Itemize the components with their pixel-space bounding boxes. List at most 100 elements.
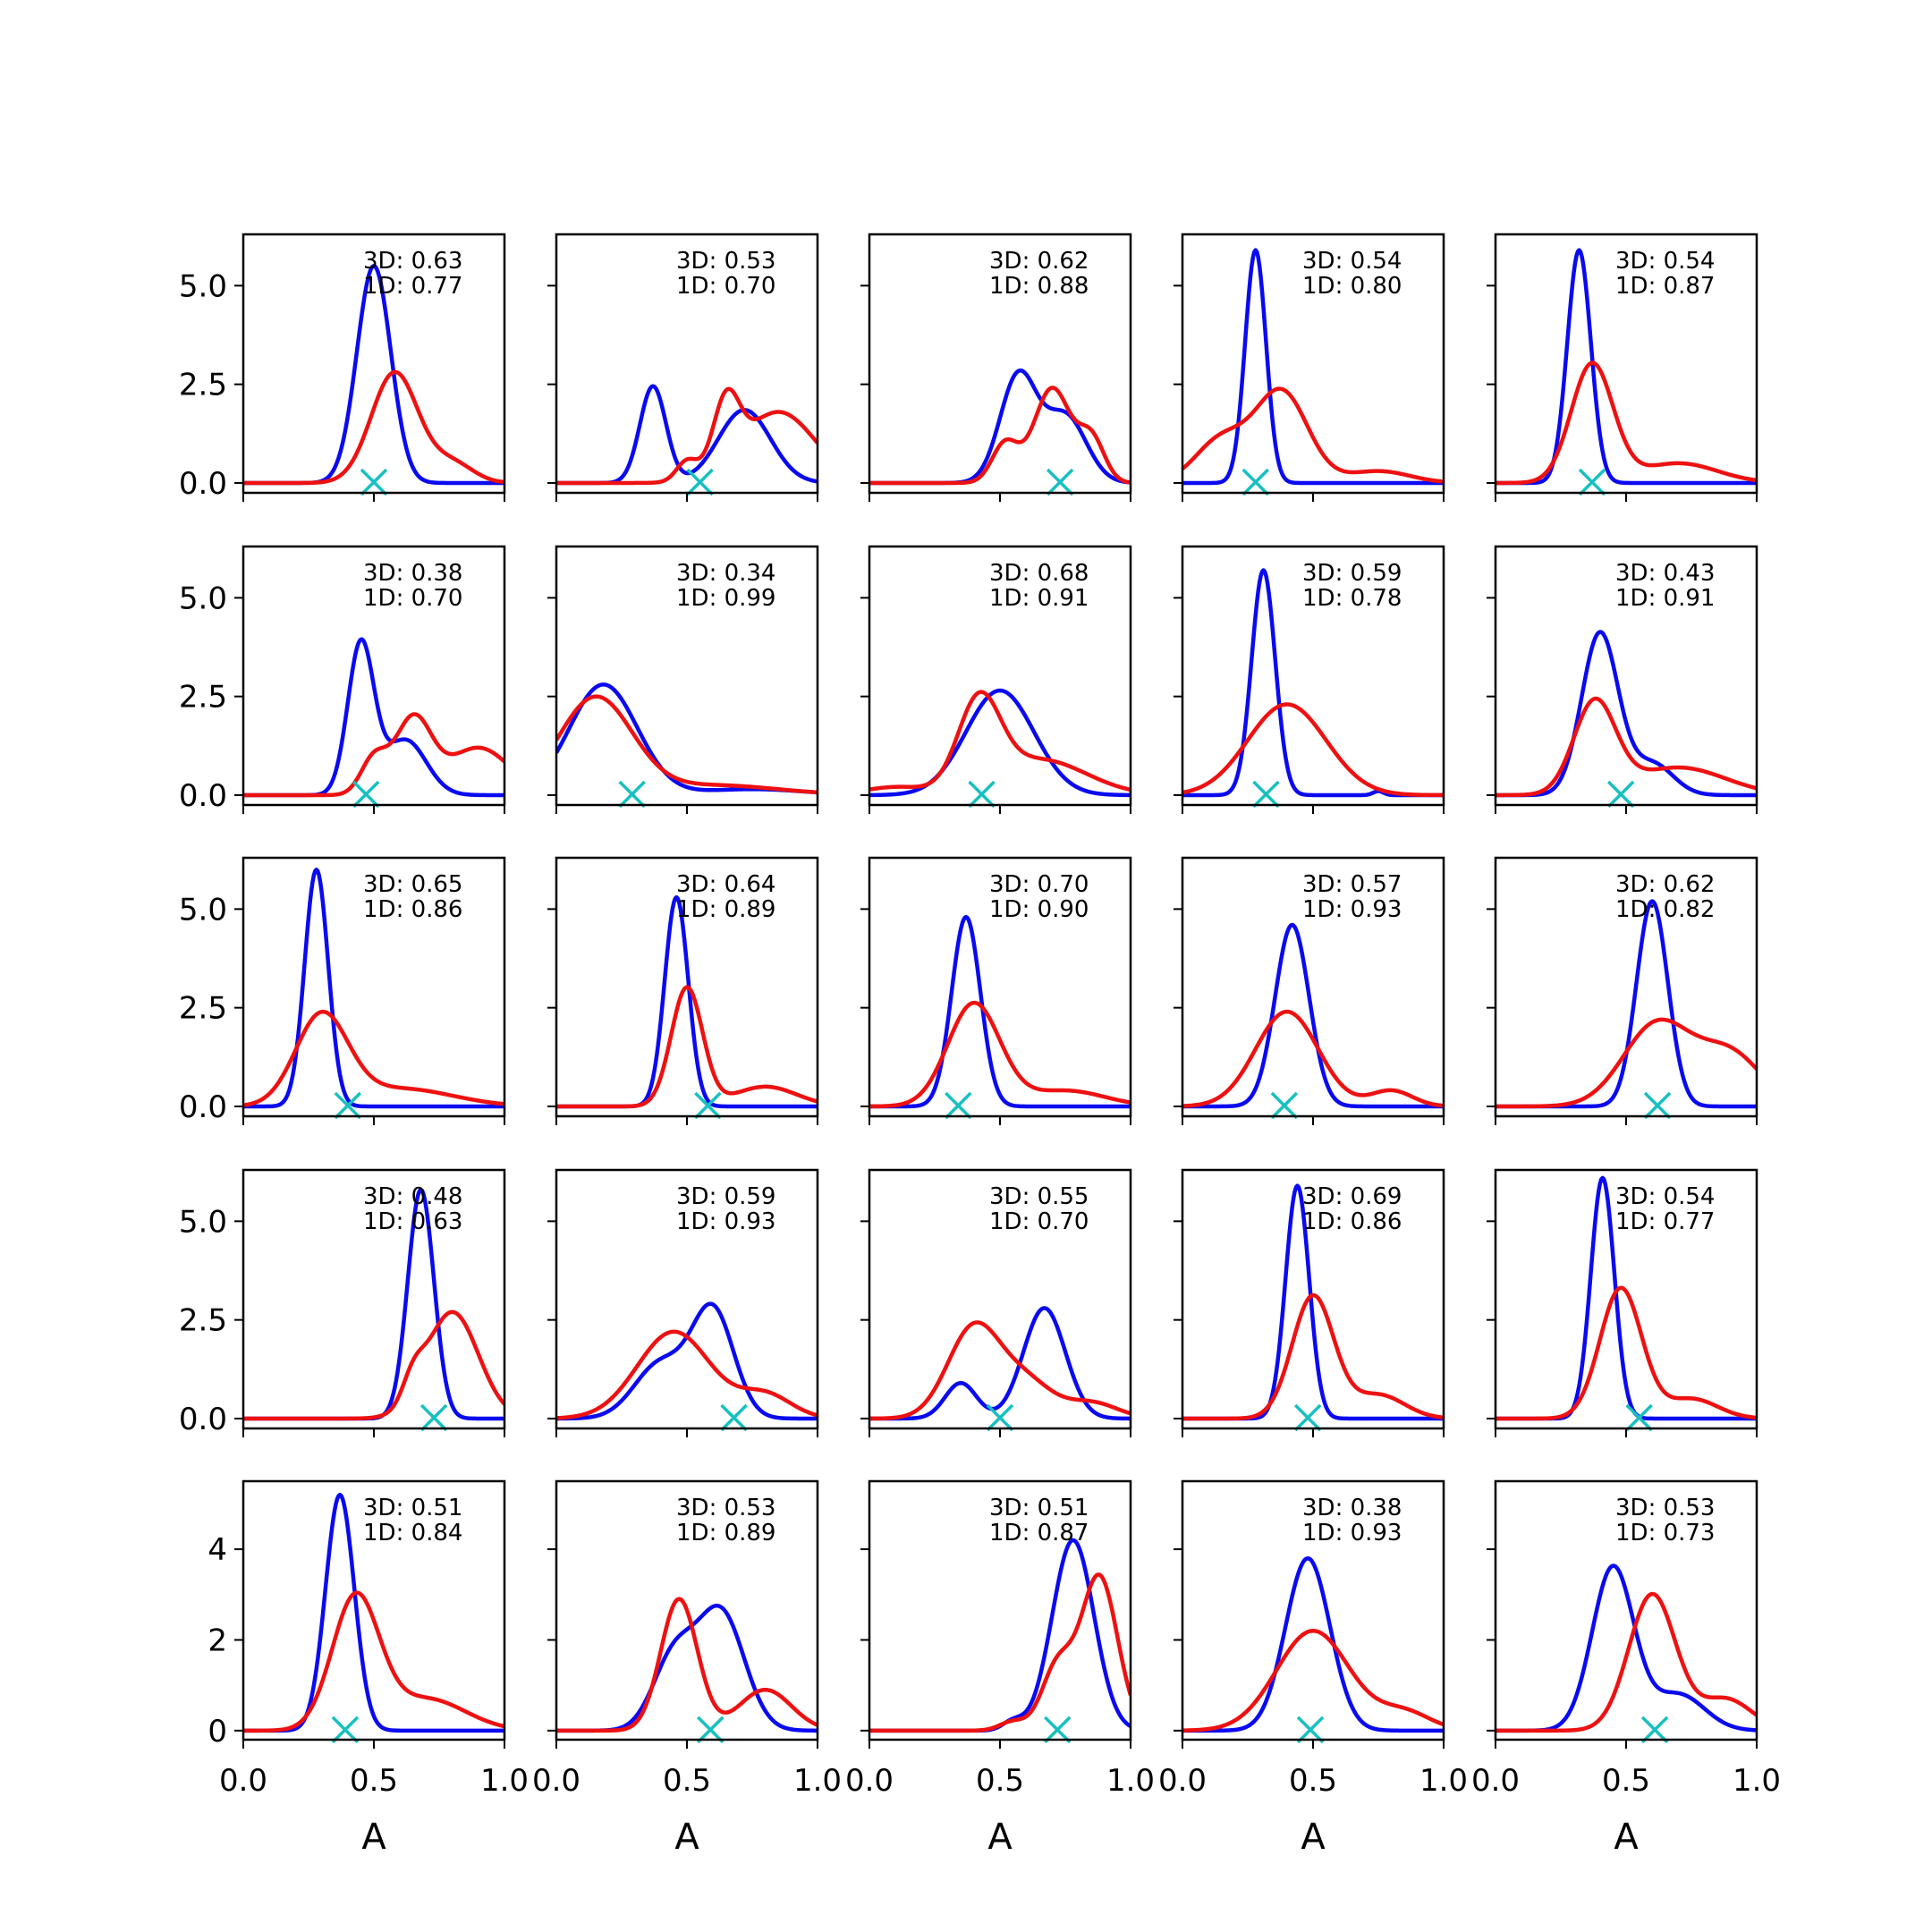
label-3d: 3D: 0.55 xyxy=(989,1183,1089,1210)
label-3d: 3D: 0.69 xyxy=(1302,1183,1402,1210)
label-3d: 3D: 0.53 xyxy=(676,1495,775,1521)
marker-stroke xyxy=(986,1403,1014,1432)
label-3d: 3D: 0.65 xyxy=(363,871,462,898)
label-3d: 3D: 0.54 xyxy=(1302,248,1402,275)
x-tick-label: 0.0 xyxy=(219,1763,267,1799)
label-1d: 1D: 0.99 xyxy=(676,585,775,612)
marker-stroke xyxy=(1643,1091,1672,1120)
true-value-marker xyxy=(968,780,996,809)
label-3d: 3D: 0.53 xyxy=(676,248,775,275)
curve-1d xyxy=(1182,702,1444,798)
true-value-marker xyxy=(334,1091,362,1120)
label-3d: 3D: 0.57 xyxy=(1302,871,1402,898)
true-value-marker xyxy=(1241,468,1269,496)
curve-3d xyxy=(1182,1555,1444,1733)
x-tick-label: 1.0 xyxy=(793,1763,842,1799)
curve-3d xyxy=(1182,922,1444,1109)
label-1d: 1D: 0.84 xyxy=(363,1520,462,1546)
y-tick-label: 0.0 xyxy=(179,466,227,502)
y-tick-label: 4 xyxy=(208,1532,227,1568)
label-3d: 3D: 0.68 xyxy=(989,560,1089,587)
label-1d: 1D: 0.89 xyxy=(676,1520,775,1546)
label-1d: 1D: 0.93 xyxy=(1302,896,1402,923)
label-1d: 1D: 0.89 xyxy=(676,896,775,923)
true-value-marker xyxy=(331,1716,360,1744)
x-tick-label: 0.5 xyxy=(976,1763,1024,1799)
true-value-marker xyxy=(618,780,646,809)
curve-1d xyxy=(556,985,818,1109)
y-tick-label: 2.5 xyxy=(179,368,227,403)
marker-stroke xyxy=(352,780,380,809)
true-value-marker xyxy=(1625,1403,1653,1432)
curve-1d xyxy=(1182,386,1444,484)
true-value-marker xyxy=(1252,780,1280,809)
x-tick-label: 0.5 xyxy=(1289,1763,1337,1799)
true-value-marker xyxy=(986,1403,1014,1432)
curve-1d xyxy=(243,369,504,486)
true-value-marker xyxy=(1293,1403,1322,1432)
label-3d: 3D: 0.51 xyxy=(989,1495,1089,1521)
label-1d: 1D: 0.93 xyxy=(1302,1520,1402,1546)
y-tick-label: 0.0 xyxy=(179,778,227,814)
true-value-marker xyxy=(1046,468,1074,496)
x-tick-label: 0.5 xyxy=(350,1763,398,1799)
marker-stroke xyxy=(1241,468,1269,496)
label-3d: 3D: 0.64 xyxy=(676,871,775,898)
curve-3d xyxy=(1496,630,1757,798)
x-tick-label: 0.5 xyxy=(1602,1763,1650,1799)
curve-1d xyxy=(556,1597,818,1733)
y-tick-label: 5.0 xyxy=(179,892,227,928)
x-axis-label: A xyxy=(674,1817,699,1858)
curve-1d xyxy=(1182,1009,1444,1108)
label-1d: 1D: 0.86 xyxy=(363,896,462,923)
label-1d: 1D: 0.90 xyxy=(989,896,1089,923)
true-value-marker xyxy=(720,1403,748,1432)
label-1d: 1D: 0.77 xyxy=(1615,1208,1715,1235)
curve-1d xyxy=(556,386,818,486)
curve-1d xyxy=(1182,1629,1444,1733)
label-1d: 1D: 0.87 xyxy=(1615,273,1715,300)
label-3d: 3D: 0.48 xyxy=(363,1183,462,1210)
label-1d: 1D: 0.70 xyxy=(989,1208,1089,1235)
y-tick-label: 2.5 xyxy=(179,991,227,1027)
marker-stroke xyxy=(1270,1091,1299,1120)
label-3d: 3D: 0.62 xyxy=(989,248,1089,275)
label-3d: 3D: 0.70 xyxy=(989,871,1089,898)
label-1d: 1D: 0.70 xyxy=(676,273,775,300)
label-3d: 3D: 0.38 xyxy=(1302,1495,1402,1521)
curve-1d xyxy=(556,1329,818,1420)
x-tick-label: 0.0 xyxy=(532,1763,580,1799)
marker-stroke xyxy=(1044,1716,1072,1744)
y-tick-label: 5.0 xyxy=(179,580,227,616)
true-value-marker xyxy=(419,1403,448,1432)
true-value-marker xyxy=(352,780,380,809)
y-tick-label: 0 xyxy=(208,1714,227,1750)
curve-1d xyxy=(1496,1285,1757,1421)
true-value-marker xyxy=(686,468,714,496)
marker-stroke xyxy=(419,1403,448,1432)
curve-1d xyxy=(243,712,504,798)
x-tick-label: 1.0 xyxy=(480,1763,529,1799)
marker-stroke xyxy=(1252,780,1280,809)
marker-stroke xyxy=(1293,1403,1322,1432)
curve-1d xyxy=(1496,360,1757,486)
label-1d: 1D: 0.70 xyxy=(363,585,462,612)
label-3d: 3D: 0.38 xyxy=(363,560,462,587)
label-1d: 1D: 0.88 xyxy=(989,273,1089,300)
curve-3d xyxy=(869,1306,1131,1421)
